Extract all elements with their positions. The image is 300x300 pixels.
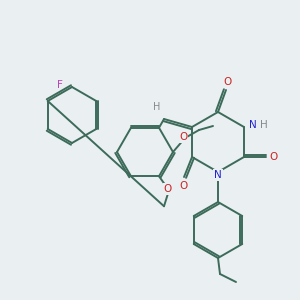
Text: F: F xyxy=(57,80,63,90)
Text: N: N xyxy=(214,170,222,180)
Text: O: O xyxy=(223,77,231,87)
Text: N: N xyxy=(249,120,257,130)
Text: H: H xyxy=(260,120,268,130)
Text: O: O xyxy=(270,152,278,162)
Text: O: O xyxy=(164,184,172,194)
Text: O: O xyxy=(179,132,187,142)
Text: O: O xyxy=(179,181,187,191)
Text: H: H xyxy=(153,102,161,112)
